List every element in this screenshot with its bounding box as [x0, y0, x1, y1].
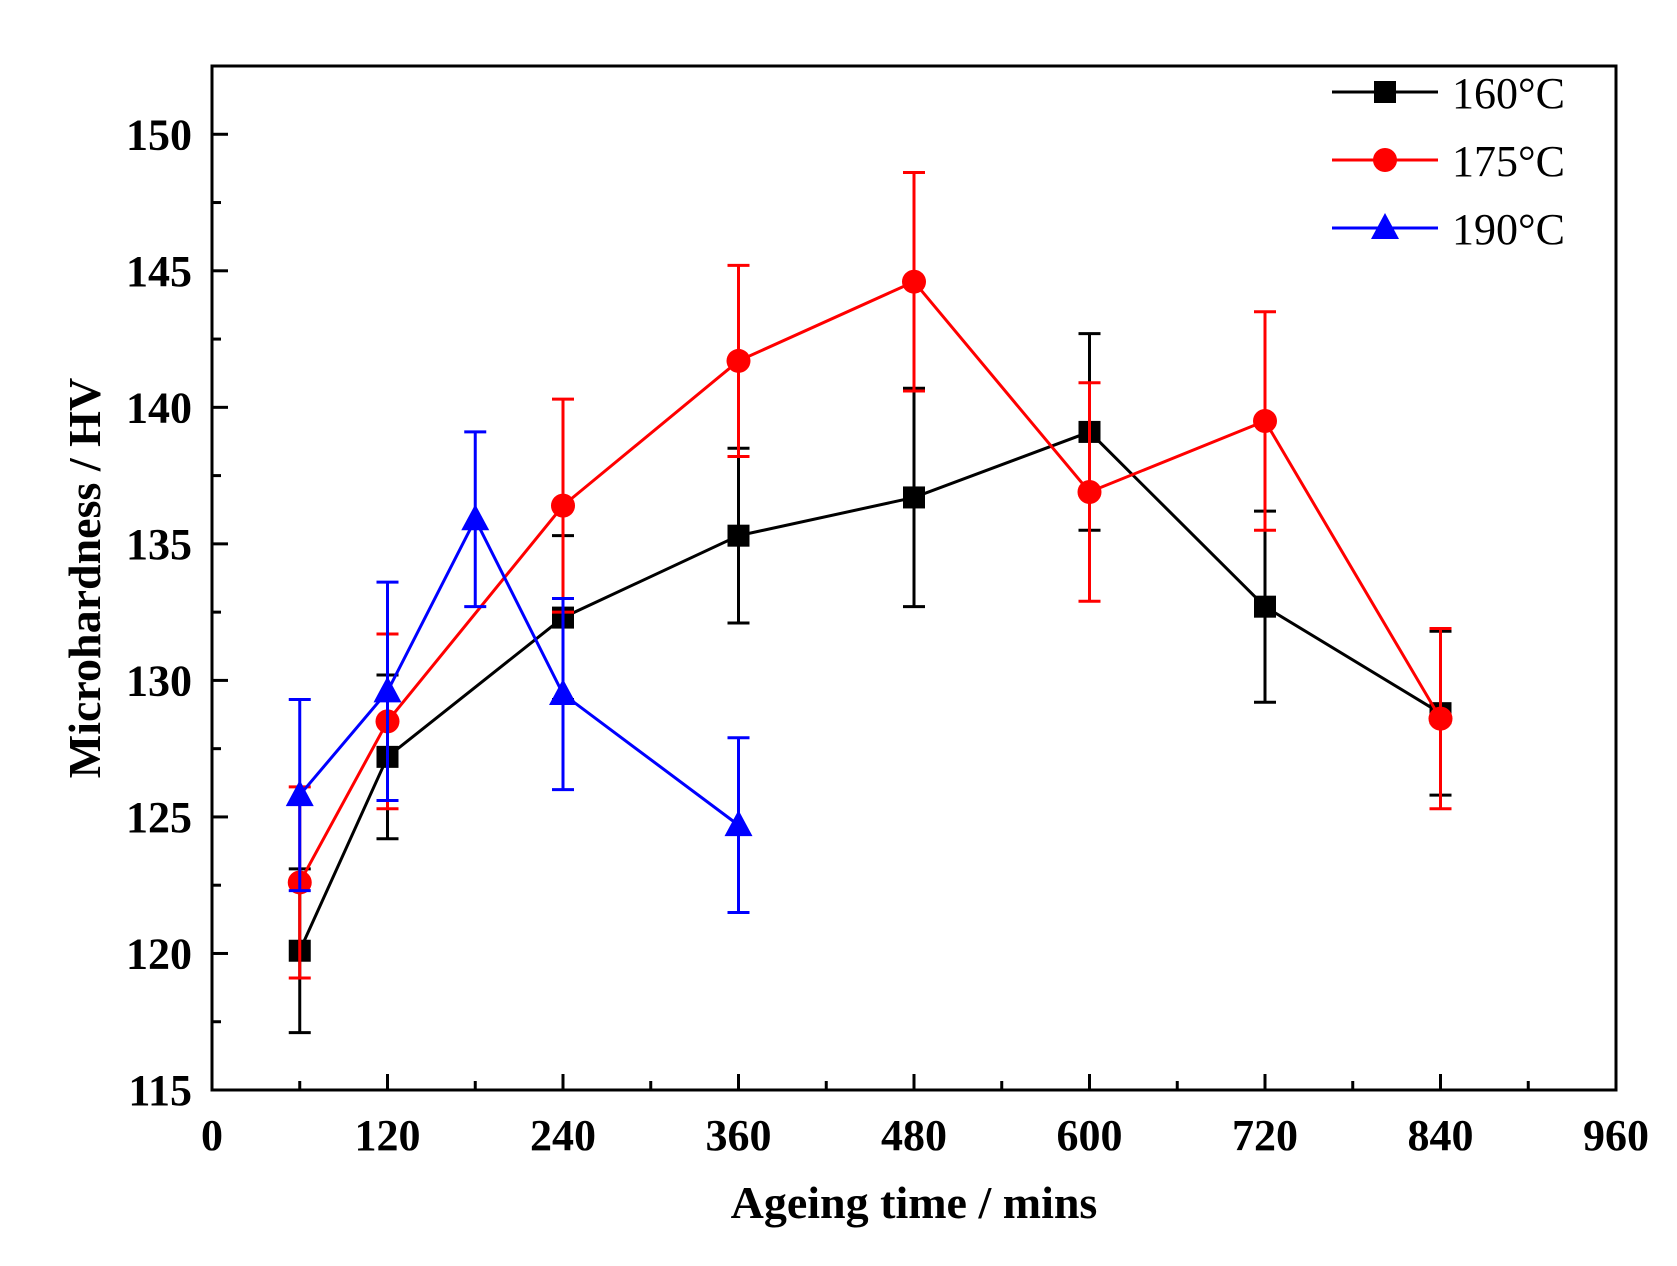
x-tick-label: 240	[530, 1111, 596, 1160]
data-point-175	[1428, 706, 1453, 731]
x-tick-label: 0	[201, 1111, 223, 1160]
series-190	[285, 430, 753, 915]
y-tick-label: 150	[126, 110, 192, 159]
series-line-160	[298, 430, 1442, 952]
data-point-175	[1077, 479, 1102, 504]
x-tick-label: 960	[1583, 1111, 1649, 1160]
data-point-175	[902, 269, 926, 294]
series-175	[287, 170, 1453, 980]
y-tick-label: 125	[126, 793, 192, 842]
series-layer	[285, 170, 1453, 1035]
y-axis-title: Microhardness / HV	[59, 378, 110, 778]
legend-item-190: 190°C	[1332, 205, 1565, 254]
data-point-190	[373, 676, 402, 703]
legend-marker-190	[1371, 213, 1399, 239]
data-point-160	[1254, 595, 1276, 618]
y-tick-label: 115	[128, 1066, 192, 1115]
series-160	[288, 332, 1452, 1035]
data-point-160	[903, 486, 925, 509]
legend-item-175: 175°C	[1332, 137, 1565, 186]
data-point-175	[1253, 408, 1277, 433]
data-point-190	[549, 679, 577, 706]
x-tick-label: 480	[881, 1111, 947, 1160]
y-tick-label: 130	[126, 656, 192, 705]
data-point-190	[461, 504, 490, 531]
data-point-175	[551, 493, 575, 518]
data-point-175	[726, 348, 751, 373]
legend-label-190: 190°C	[1452, 205, 1565, 254]
y-tick-label: 145	[126, 247, 192, 296]
data-point-160	[727, 524, 750, 547]
x-axis-title: Ageing time / mins	[731, 1177, 1098, 1228]
legend-label-160: 160°C	[1452, 69, 1565, 118]
ticks-layer: 0 120 240 360 480 600 720 840 960 115 120 125 130 135…	[126, 110, 1649, 1160]
legend: 160°C 175°C 190°C	[1332, 69, 1565, 254]
legend-label-175: 175°C	[1452, 137, 1565, 186]
x-tick-label: 600	[1057, 1111, 1123, 1160]
y-tick-label: 120	[126, 929, 192, 978]
y-tick-label: 140	[126, 383, 192, 432]
y-tick-label: 135	[126, 520, 192, 569]
x-tick-label: 840	[1408, 1111, 1474, 1160]
series-line-175	[298, 279, 1442, 884]
data-point-190	[285, 780, 314, 807]
data-point-190	[724, 810, 753, 837]
x-tick-label: 120	[355, 1111, 421, 1160]
x-tick-label: 360	[706, 1111, 772, 1160]
legend-marker-160	[1374, 81, 1396, 103]
legend-item-160: 160°C	[1332, 69, 1565, 118]
x-tick-label: 720	[1232, 1111, 1298, 1160]
legend-marker-175	[1373, 148, 1397, 172]
